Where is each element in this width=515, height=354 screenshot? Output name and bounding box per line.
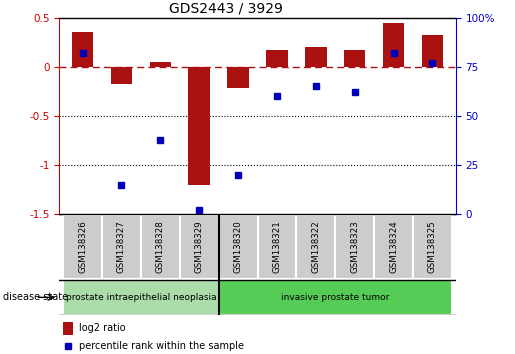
- Bar: [266, 50, 288, 67]
- Text: invasive prostate tumor: invasive prostate tumor: [281, 293, 389, 302]
- Bar: [383, 23, 404, 67]
- Text: GSM138327: GSM138327: [117, 221, 126, 273]
- Bar: [335, 215, 374, 279]
- Text: GSM138329: GSM138329: [195, 221, 204, 273]
- Text: prostate intraepithelial neoplasia: prostate intraepithelial neoplasia: [65, 293, 216, 302]
- Bar: [413, 215, 452, 279]
- Bar: [258, 215, 296, 279]
- Bar: [102, 215, 141, 279]
- Bar: [63, 322, 73, 335]
- Bar: [180, 215, 219, 279]
- Bar: [296, 215, 335, 279]
- Text: GSM138328: GSM138328: [156, 221, 165, 273]
- Bar: [63, 215, 102, 279]
- Bar: [422, 35, 443, 67]
- Text: GSM138320: GSM138320: [234, 221, 243, 273]
- Bar: [374, 215, 413, 279]
- Text: GSM138326: GSM138326: [78, 221, 87, 273]
- Bar: [344, 50, 365, 67]
- Title: GDS2443 / 3929: GDS2443 / 3929: [169, 1, 283, 15]
- Text: GSM138322: GSM138322: [311, 221, 320, 273]
- Text: GSM138323: GSM138323: [350, 221, 359, 273]
- Bar: [72, 33, 93, 67]
- Bar: [188, 67, 210, 185]
- Bar: [141, 215, 180, 279]
- Bar: [305, 47, 327, 67]
- Text: log2 ratio: log2 ratio: [79, 323, 126, 333]
- Text: GSM138321: GSM138321: [272, 221, 281, 273]
- Bar: [227, 67, 249, 88]
- Bar: [219, 215, 258, 279]
- Bar: [111, 67, 132, 85]
- Bar: [219, 280, 452, 315]
- Text: percentile rank within the sample: percentile rank within the sample: [79, 341, 244, 351]
- Text: GSM138324: GSM138324: [389, 221, 398, 273]
- Text: GSM138325: GSM138325: [428, 221, 437, 273]
- Text: disease state: disease state: [3, 292, 67, 302]
- Bar: [63, 280, 219, 315]
- Bar: [150, 62, 171, 67]
